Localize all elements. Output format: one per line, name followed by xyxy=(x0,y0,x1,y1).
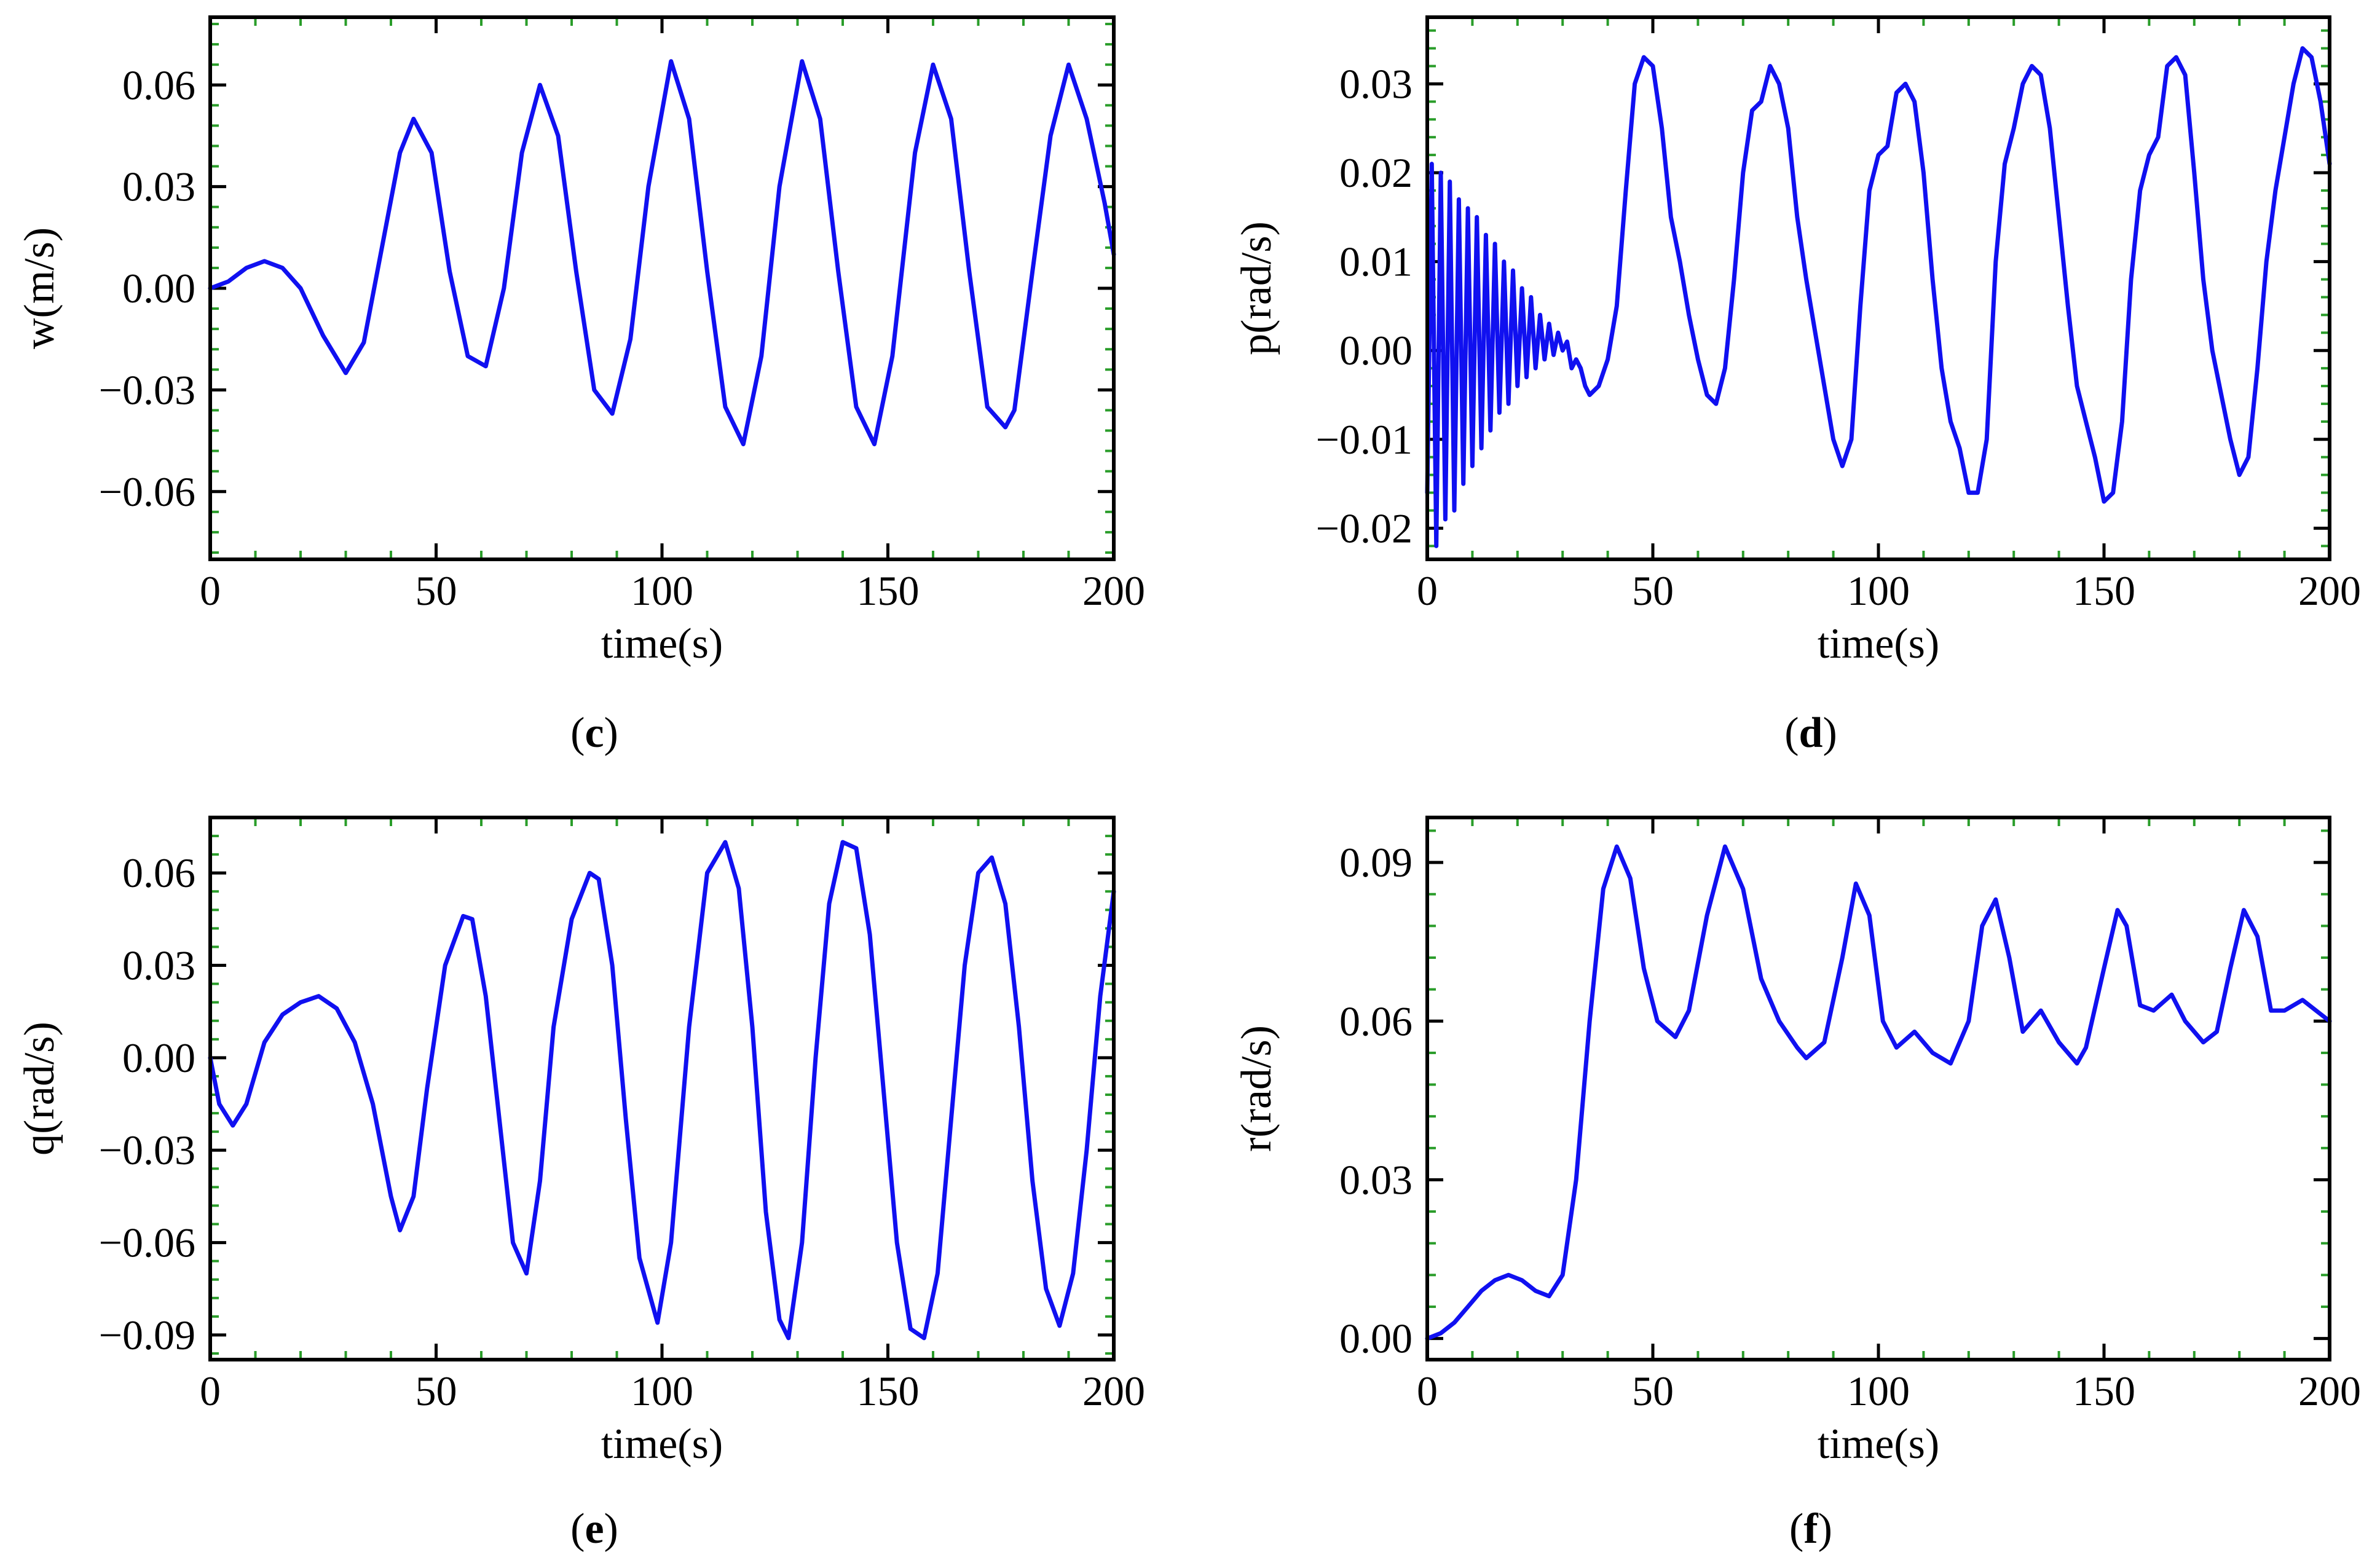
y-tick-label: 0.01 xyxy=(1339,238,1413,285)
caption-letter: f xyxy=(1803,1505,1818,1553)
caption-open-paren: ( xyxy=(1784,709,1799,757)
series-line xyxy=(1425,844,2332,1341)
x-axis-label: time(s) xyxy=(1818,1420,1939,1468)
x-tick-label: 0 xyxy=(1417,567,1438,614)
x-tick-label: 0 xyxy=(200,1368,221,1414)
x-tick-label: 100 xyxy=(1847,1368,1910,1414)
y-tick-label: 0.03 xyxy=(1339,1156,1413,1203)
x-tick-label: 200 xyxy=(2298,567,2361,614)
y-tick-label: 0.09 xyxy=(1339,839,1413,886)
plot-frame xyxy=(208,15,1116,561)
y-axis-label: r(rad/s) xyxy=(1233,1025,1280,1152)
x-axis-label: time(s) xyxy=(601,1420,723,1468)
y-tick-label: 0.02 xyxy=(1339,149,1413,196)
x-tick-label: 0 xyxy=(200,567,221,614)
y-tick-label: 0.06 xyxy=(1339,998,1413,1044)
series-line xyxy=(208,840,1116,1341)
x-tick-label: 200 xyxy=(1082,1368,1145,1414)
x-tick-label: 100 xyxy=(1847,567,1910,614)
panel-caption: (f) xyxy=(1789,1505,1832,1553)
y-tick-label: 0.06 xyxy=(122,849,195,896)
y-axis-label: w(m/s) xyxy=(16,227,63,349)
y-tick-label: −0.03 xyxy=(99,366,195,413)
x-tick-label: 150 xyxy=(857,567,920,614)
y-tick-label: 0.00 xyxy=(122,1034,195,1081)
y-axis-label: p(rad/s) xyxy=(1233,221,1280,355)
panel-d: 0 50 100 150 200 0.03 0.02 0.01 0.00 −0.01 −0.02 ti… xyxy=(1233,15,2361,757)
y-tick-label: 0.03 xyxy=(122,942,195,989)
panel-e: 0 50 100 150 200 0.06 0.03 0.00 −0.03 −0.06 −0.09 t… xyxy=(16,816,1145,1553)
y-tick-label: −0.09 xyxy=(99,1312,195,1358)
y-tick-label: −0.06 xyxy=(99,468,195,515)
panel-f: 0 50 100 150 200 0.09 0.06 0.03 0.00 time(s) r(rad… xyxy=(1233,816,2361,1553)
caption-close-paren: ) xyxy=(604,709,618,757)
y-tick-label: 0.00 xyxy=(1339,1315,1413,1362)
caption-letter: e xyxy=(585,1505,604,1553)
y-tick-label: 0.00 xyxy=(1339,327,1413,374)
x-tick-label: 50 xyxy=(416,567,457,614)
plot-frame xyxy=(1425,15,2331,561)
x-tick-label: 100 xyxy=(631,567,693,614)
x-tick-label: 150 xyxy=(2073,1368,2135,1414)
x-axis-label: time(s) xyxy=(1818,620,1939,668)
x-tick-label: 200 xyxy=(2298,1368,2361,1414)
y-tick-label: −0.03 xyxy=(99,1127,195,1173)
plot-frame xyxy=(208,816,1116,1361)
y-tick-label: −0.01 xyxy=(1316,416,1413,463)
x-tick-label: 0 xyxy=(1417,1368,1438,1414)
y-tick-label: −0.06 xyxy=(99,1219,195,1266)
series-line xyxy=(208,59,1116,447)
x-tick-label: 150 xyxy=(857,1368,920,1414)
y-tick-label: −0.02 xyxy=(1316,505,1413,551)
x-tick-label: 50 xyxy=(1632,567,1674,614)
caption-letter: d xyxy=(1799,709,1823,757)
panel-caption: (d) xyxy=(1784,709,1837,757)
caption-close-paren: ) xyxy=(1822,709,1837,757)
y-tick-label: 0.03 xyxy=(122,163,195,210)
x-tick-label: 100 xyxy=(631,1368,693,1414)
panel-c: 0 50 100 150 200 0.06 0.03 0.00 −0.03 −0.06 time(s… xyxy=(16,15,1145,757)
x-tick-label: 50 xyxy=(416,1368,457,1414)
caption-letter: c xyxy=(585,709,604,757)
x-axis-label: time(s) xyxy=(601,620,723,668)
panel-caption: (c) xyxy=(570,709,618,757)
y-axis-label: q(rad/s) xyxy=(16,1022,63,1156)
plot-frame xyxy=(1425,816,2331,1361)
x-tick-label: 150 xyxy=(2073,567,2135,614)
y-tick-label: 0.03 xyxy=(1339,60,1413,107)
x-tick-label: 200 xyxy=(1082,567,1145,614)
caption-close-paren: ) xyxy=(1818,1505,1832,1553)
series-line xyxy=(1425,46,2332,548)
caption-open-paren: ( xyxy=(1789,1505,1803,1553)
panel-caption: (e) xyxy=(570,1505,618,1553)
caption-open-paren: ( xyxy=(570,1505,585,1553)
y-tick-label: 0.06 xyxy=(122,61,195,108)
caption-open-paren: ( xyxy=(570,709,585,757)
y-tick-label: 0.00 xyxy=(122,265,195,312)
x-tick-label: 50 xyxy=(1632,1368,1674,1414)
caption-close-paren: ) xyxy=(604,1505,618,1553)
